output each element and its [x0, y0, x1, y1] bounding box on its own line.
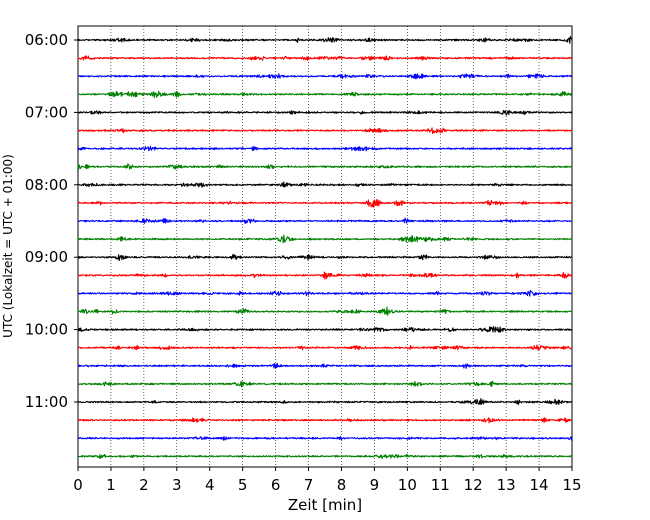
y-axis-label: UTC (Lokalzeit = UTC + 01:00) — [1, 154, 15, 338]
trace-line — [77, 110, 573, 116]
x-tick-label: 9 — [370, 476, 380, 494]
trace-line — [77, 362, 573, 369]
trace-line — [77, 90, 573, 98]
trace-line — [77, 55, 573, 61]
x-tick-label: 0 — [73, 476, 83, 494]
y-tick-label: 07:00 — [25, 103, 68, 121]
trace-line — [77, 234, 573, 244]
y-tick-label: 10:00 — [25, 321, 68, 339]
x-tick-label: 5 — [238, 476, 248, 494]
y-axis: 06:00 07:00 08:00 09:00 10:00 11:00 — [25, 31, 78, 411]
trace-line — [77, 145, 573, 152]
trace-line — [77, 435, 573, 441]
trace-line — [77, 380, 573, 388]
trace-line — [77, 271, 573, 280]
y-tick-label: 08:00 — [25, 176, 68, 194]
trace-line — [77, 217, 573, 224]
y-tick-label: 11:00 — [25, 393, 68, 411]
x-tick-label: 1 — [106, 476, 116, 494]
x-tick-label: 8 — [337, 476, 347, 494]
x-tick-label: 12 — [464, 476, 483, 494]
trace-line — [77, 344, 573, 351]
x-tick-label: 10 — [398, 476, 417, 494]
plot-frame — [77, 25, 573, 468]
trace-line — [77, 181, 573, 188]
x-tick-label: 2 — [139, 476, 149, 494]
trace-line — [77, 73, 573, 80]
trace-line — [77, 199, 573, 208]
x-tick-label: 7 — [304, 476, 314, 494]
y-tick-label: 06:00 — [25, 31, 68, 49]
trace-line — [77, 253, 573, 262]
x-axis: 0 1 2 3 4 5 6 7 8 9 10 11 12 13 14 15 — [73, 467, 582, 494]
trace-line — [77, 398, 573, 406]
y-tick-label: 09:00 — [25, 248, 68, 266]
x-tick-label: 13 — [497, 476, 516, 494]
traces — [77, 36, 573, 460]
trace-line — [77, 127, 573, 135]
trace-line — [77, 326, 573, 333]
trace-line — [77, 306, 573, 316]
trace-line — [77, 36, 573, 44]
x-tick-label: 6 — [271, 476, 281, 494]
trace-line — [77, 453, 573, 460]
x-tick-label: 4 — [205, 476, 215, 494]
x-axis-label: Zeit [min] — [288, 496, 362, 514]
x-tick-label: 3 — [172, 476, 182, 494]
x-tick-label: 14 — [530, 476, 549, 494]
trace-line — [77, 289, 573, 297]
x-tick-label: 15 — [562, 476, 581, 494]
x-tick-label: 11 — [431, 476, 450, 494]
trace-line — [77, 163, 573, 170]
trace-line — [77, 417, 573, 424]
